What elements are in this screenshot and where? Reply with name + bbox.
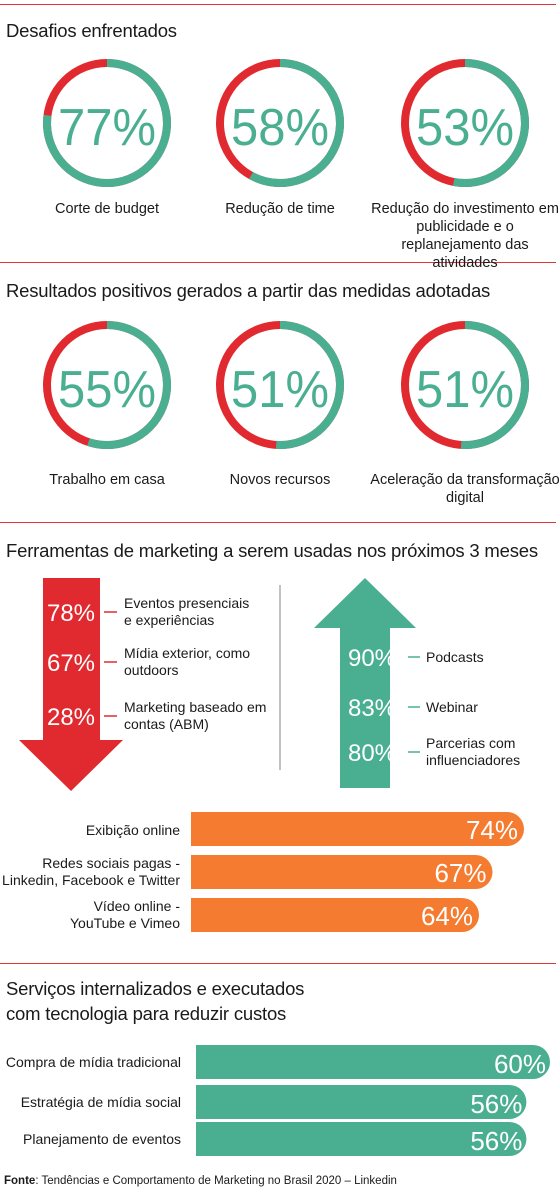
- result-label-1: Novos recursos: [230, 472, 331, 488]
- divider-top: [0, 4, 556, 5]
- decrease-label-0: Eventos presenciais: [124, 595, 249, 611]
- increase-label-1: Webinar: [426, 699, 478, 715]
- service-bar-label-2: Planejamento de eventos: [23, 1131, 181, 1147]
- increase-label-2: influenciadores: [426, 752, 520, 768]
- challenge-percent-0: 77%: [58, 99, 156, 157]
- service-bar-value-1: 56%: [470, 1089, 522, 1119]
- result-percent-1: 51%: [231, 361, 329, 419]
- decrease-label-2: contas (ABM): [124, 716, 209, 732]
- increase-label-0: Podcasts: [426, 649, 484, 665]
- challenge-ring-value-1: [216, 59, 344, 187]
- divider-3: [0, 963, 556, 964]
- result-percent-0: 55%: [58, 361, 156, 419]
- source-prefix: Fonte: [4, 1175, 36, 1187]
- orange-bar-label-1: Redes sociais pagas -: [42, 855, 180, 871]
- challenge-label-2: atividades: [432, 255, 497, 271]
- service-bar-value-0: 60%: [494, 1049, 546, 1079]
- orange-bar-label-1: Linkedin, Facebook e Twitter: [2, 872, 180, 888]
- challenge-ring-value-2: [401, 59, 529, 187]
- increase-percent-2: 80%: [348, 740, 396, 767]
- orange-bar-label-2: Vídeo online -: [94, 898, 181, 914]
- decrease-percent-1: 67%: [47, 650, 95, 677]
- decrease-label-1: Mídia exterior, como: [124, 645, 250, 661]
- challenge-percent-1: 58%: [231, 99, 329, 157]
- result-ring-value-2: [401, 321, 529, 449]
- result-ring-value-1: [216, 321, 344, 449]
- increase-percent-1: 83%: [348, 695, 396, 722]
- arrow-down-icon: [19, 578, 123, 791]
- result-label-2: Aceleração da transformação: [370, 472, 559, 488]
- decrease-percent-2: 28%: [47, 704, 95, 731]
- challenge-percent-2: 53%: [416, 99, 514, 157]
- source-note: Fonte: Tendências e Comportamento de Mar…: [4, 1175, 397, 1187]
- challenge-label-0: Corte de budget: [55, 201, 159, 217]
- orange-bar-label-2: YouTube e Vimeo: [70, 915, 180, 931]
- result-label-0: Trabalho em casa: [49, 472, 165, 488]
- challenge-label-2: publicidade e o: [416, 219, 514, 235]
- result-percent-2: 51%: [416, 361, 514, 419]
- orange-bar-0: [191, 812, 524, 846]
- orange-bar-1: [191, 855, 493, 889]
- challenges-title: Desafios enfrentados: [6, 20, 177, 41]
- orange-bar-value-1: 67%: [434, 858, 486, 888]
- service-bar-value-2: 56%: [470, 1126, 522, 1156]
- challenge-ring-value-0: [43, 59, 171, 187]
- service-bar-label-0: Compra de mídia tradicional: [6, 1054, 181, 1070]
- decrease-percent-0: 78%: [47, 600, 95, 627]
- increase-percent-0: 90%: [348, 645, 396, 672]
- divider-2: [0, 522, 556, 523]
- service-bar-label-1: Estratégia de mídia social: [21, 1094, 181, 1110]
- orange-bar-value-2: 64%: [421, 901, 473, 931]
- service-bar-1: [196, 1085, 527, 1119]
- service-bar-0: [196, 1045, 550, 1079]
- tools-title: Ferramentas de marketing a serem usadas …: [6, 540, 538, 561]
- service-bar-2: [196, 1122, 527, 1156]
- orange-bar-label-0: Exibição online: [86, 822, 180, 838]
- divider-1: [0, 262, 556, 263]
- increase-label-2: Parcerias com: [426, 735, 515, 751]
- decrease-label-1: outdoors: [124, 662, 178, 678]
- decrease-label-2: Marketing baseado em: [124, 699, 266, 715]
- challenge-label-2: replanejamento das: [401, 237, 528, 253]
- decrease-label-0: e experiências: [124, 612, 214, 628]
- services-title-line-2: com tecnologia para reduzir custos: [6, 1003, 287, 1024]
- results-title: Resultados positivos gerados a partir da…: [6, 280, 491, 301]
- orange-bar-value-0: 74%: [466, 815, 518, 845]
- arrow-up-icon: [314, 578, 416, 788]
- services-title-line-1: Serviços internalizados e executados: [6, 978, 305, 999]
- challenge-label-2: Redução do investimento em: [371, 201, 559, 217]
- orange-bar-2: [191, 898, 479, 932]
- challenge-label-1: Redução de time: [225, 201, 335, 217]
- result-ring-value-0: [43, 321, 171, 449]
- result-label-2: digital: [446, 490, 484, 506]
- source-text: : Tendências e Comportamento de Marketin…: [35, 1175, 397, 1187]
